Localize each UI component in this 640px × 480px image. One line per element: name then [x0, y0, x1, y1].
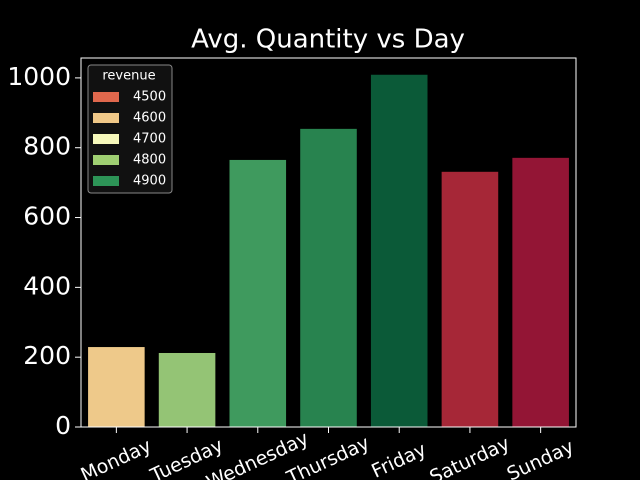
bar	[300, 128, 357, 427]
y-tick-label: 1000	[7, 62, 71, 91]
bar	[512, 157, 569, 427]
legend-label: 4500	[133, 90, 166, 105]
bar	[88, 347, 145, 427]
y-tick-label: 400	[23, 271, 71, 300]
legend-swatch	[93, 92, 119, 102]
y-tick-label: 200	[23, 341, 71, 370]
legend-swatch	[93, 134, 119, 144]
legend-swatch	[93, 176, 119, 186]
y-tick-label: 0	[55, 411, 71, 440]
legend-label: 4800	[133, 153, 166, 168]
legend: revenue 4500 4600 4700 4800 4900	[87, 64, 173, 194]
y-tick-label: 800	[23, 132, 71, 161]
legend-label: 4700	[133, 132, 166, 147]
bar	[370, 74, 428, 427]
legend-swatch	[93, 155, 119, 165]
legend-swatch	[93, 113, 119, 123]
legend-title: revenue	[102, 69, 155, 84]
bar	[441, 171, 499, 427]
bar	[229, 159, 287, 427]
legend-label: 4600	[133, 111, 166, 126]
bar	[158, 352, 216, 427]
plot-frame	[80, 57, 577, 428]
legend-label: 4900	[133, 174, 166, 189]
y-tick-label: 600	[23, 202, 71, 231]
chart-title: Avg. Quantity vs Day	[191, 25, 465, 55]
